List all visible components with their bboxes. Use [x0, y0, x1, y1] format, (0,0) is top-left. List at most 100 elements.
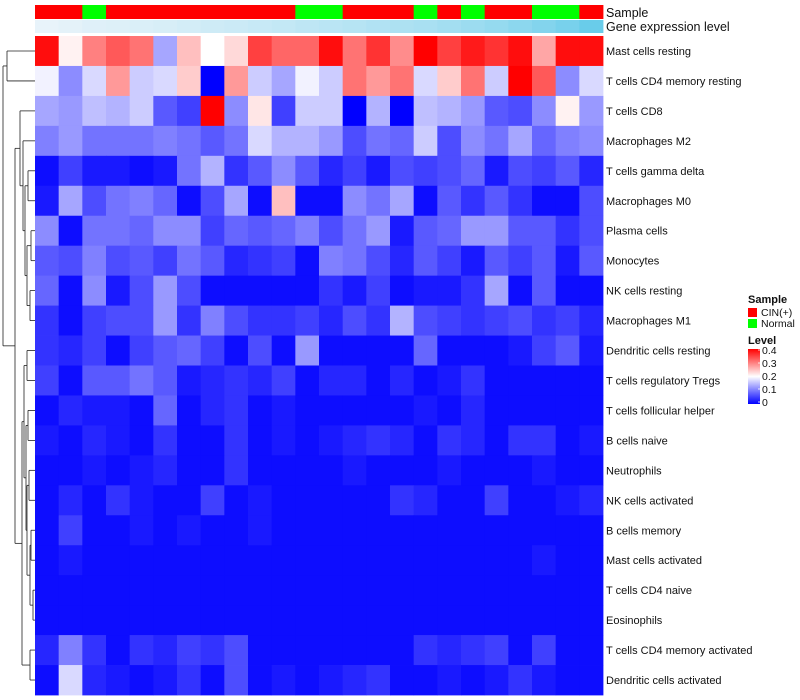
heatmap-cell	[508, 395, 533, 426]
heatmap-cell	[35, 95, 60, 127]
heatmap-cell	[319, 395, 344, 426]
heatmap-cell	[437, 185, 462, 217]
heatmap-cell	[319, 95, 344, 127]
heatmap-cell	[295, 155, 320, 187]
heatmap-cell	[58, 425, 83, 456]
heatmap-cell	[200, 275, 225, 306]
heatmap-cell	[200, 305, 225, 336]
heatmap-cell	[106, 65, 131, 97]
heatmap-cell	[106, 425, 131, 456]
row-label: T cells follicular helper	[606, 405, 715, 417]
heatmap-cell	[342, 395, 367, 426]
heatmap-cell	[461, 665, 486, 696]
heatmap-cell	[129, 245, 154, 277]
heatmap-cell	[390, 365, 415, 396]
heatmap-cell	[508, 605, 533, 636]
heatmap-cell	[106, 335, 131, 366]
heatmap-cell	[413, 575, 438, 606]
heatmap-cell	[555, 365, 580, 396]
heatmap-cell	[153, 36, 178, 67]
heatmap-cell	[319, 155, 344, 187]
heatmap-cell	[200, 605, 225, 636]
heatmap-cell	[342, 155, 367, 187]
heatmap-cell	[129, 635, 154, 666]
heatmap-cell	[532, 95, 557, 127]
heatmap-cells	[35, 36, 604, 696]
heatmap-cell	[555, 275, 580, 306]
heatmap-cell	[342, 36, 367, 67]
heatmap-cell	[484, 665, 509, 696]
heatmap-cell	[129, 335, 154, 366]
heatmap-cell	[224, 185, 249, 217]
heatmap-cell	[390, 635, 415, 666]
heatmap-cell	[200, 185, 225, 217]
heatmap-cell	[106, 515, 131, 546]
heatmap-cell	[390, 605, 415, 636]
heatmap-cell	[82, 395, 107, 426]
heatmap-cell	[366, 95, 391, 127]
heatmap-cell	[508, 665, 533, 696]
legend-ticks: 0.40.30.20.10	[758, 345, 777, 409]
heatmap-cell	[366, 365, 391, 396]
heatmap-cell	[413, 155, 438, 187]
heatmap-cell	[153, 575, 178, 606]
heatmap-cell	[224, 425, 249, 456]
legend-label-cin: CIN(+)	[761, 307, 792, 319]
heatmap-cell	[82, 425, 107, 456]
heatmap-cell	[579, 155, 604, 187]
heatmap-cell	[177, 575, 202, 606]
heatmap-cell	[271, 185, 296, 217]
heatmap-cell	[461, 335, 486, 366]
heatmap-cell	[295, 335, 320, 366]
heatmap-cell	[106, 485, 131, 516]
heatmap-cell	[508, 575, 533, 606]
heatmap-cell	[295, 65, 320, 97]
heatmap-cell	[319, 605, 344, 636]
heatmap-cell	[319, 425, 344, 456]
sample-annotation-cell	[532, 5, 557, 19]
heatmap-cell	[58, 95, 83, 127]
heatmap-cell	[248, 65, 273, 97]
heatmap-cell	[508, 425, 533, 456]
heatmap-cell	[153, 215, 178, 247]
heatmap-cell	[153, 245, 178, 277]
heatmap-cell	[82, 305, 107, 336]
heatmap-cell	[461, 155, 486, 187]
row-label: NK cells activated	[606, 495, 693, 507]
heatmap-cell	[413, 485, 438, 516]
heatmap-cell	[200, 425, 225, 456]
heatmap-cell	[58, 515, 83, 546]
heatmap-cell	[319, 215, 344, 247]
heatmap-cell	[200, 125, 225, 157]
heatmap-cell	[390, 125, 415, 157]
heatmap-cell	[153, 545, 178, 576]
heatmap-cell	[248, 425, 273, 456]
heatmap-cell	[484, 485, 509, 516]
heatmap-cell	[366, 515, 391, 546]
heatmap-cell	[555, 455, 580, 486]
heatmap-cell	[484, 635, 509, 666]
heatmap-cell	[295, 425, 320, 456]
heatmap-cell	[532, 575, 557, 606]
heatmap-cell	[342, 245, 367, 277]
heatmap-cell	[555, 515, 580, 546]
heatmap-cell	[484, 65, 509, 97]
heatmap-cell	[390, 335, 415, 366]
heatmap-cell	[129, 125, 154, 157]
heatmap-cell	[413, 455, 438, 486]
heatmap-cell	[532, 215, 557, 247]
heatmap-cell	[484, 185, 509, 217]
heatmap-cell	[153, 425, 178, 456]
heatmap-cell	[555, 65, 580, 97]
heatmap-cell	[248, 335, 273, 366]
heatmap-cell	[508, 215, 533, 247]
heatmap-cell	[555, 335, 580, 366]
heatmap-cell	[390, 275, 415, 306]
legend-color-bar	[748, 349, 760, 404]
heatmap-cell	[532, 395, 557, 426]
heatmap-cell	[35, 395, 60, 426]
heatmap-cell	[224, 275, 249, 306]
heatmap-cell	[413, 65, 438, 97]
heatmap-cell	[82, 185, 107, 217]
heatmap-cell	[437, 305, 462, 336]
